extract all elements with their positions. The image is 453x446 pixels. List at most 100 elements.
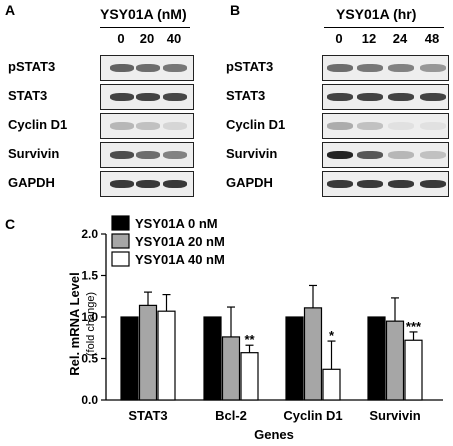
x-tick-label: Survivin [369, 408, 420, 423]
bar [203, 316, 222, 401]
blot-band [136, 180, 160, 188]
blot-band [327, 93, 353, 101]
y-tick-label: 1.5 [81, 269, 98, 283]
blot-strip [322, 142, 449, 168]
y-tick-label: 0.0 [81, 393, 98, 407]
significance-marker: *** [406, 319, 422, 334]
blot-band [420, 122, 446, 130]
condition-label: 20 [139, 31, 155, 46]
blot-band [163, 180, 187, 188]
chart-legend: YSY01A 0 nM YSY01A 20 nM YSY01A 40 nM [111, 215, 225, 267]
blot-band [110, 180, 134, 188]
panel-c-label: C [5, 216, 16, 232]
blot-band [388, 64, 414, 72]
bar [157, 310, 176, 401]
bar [322, 368, 341, 401]
blot-band [136, 122, 160, 130]
blot-band [110, 151, 134, 159]
blot-band [327, 64, 353, 72]
bar [221, 336, 241, 401]
panel-b-label: B [230, 2, 241, 18]
blot-band [327, 151, 353, 159]
blot-band [163, 64, 187, 72]
bar [385, 320, 405, 401]
condition-label: 0 [117, 31, 125, 46]
blot-row-label: Cyclin D1 [8, 117, 68, 132]
significance-marker: ** [244, 332, 255, 347]
legend-label: YSY01A 0 nM [135, 216, 218, 231]
blot-band [357, 151, 383, 159]
legend-label: YSY01A 20 nM [135, 234, 225, 249]
condition-label: 12 [361, 31, 377, 46]
blot-strip [322, 55, 449, 81]
panel-a-title: YSY01A (nM) [100, 6, 187, 22]
blot-row-label: STAT3 [8, 88, 48, 103]
x-tick-label: STAT3 [128, 408, 167, 423]
condition-label: 48 [424, 31, 440, 46]
blot-band [388, 122, 414, 130]
legend-label: YSY01A 40 nM [135, 252, 225, 267]
panel-a-title-underline [100, 27, 190, 28]
blot-band [110, 93, 134, 101]
blot-strip [100, 84, 194, 110]
blot-row-label: GAPDH [226, 175, 273, 190]
bar [138, 304, 158, 401]
condition-label: 0 [335, 31, 343, 46]
blot-band [388, 180, 414, 188]
blot-band [163, 151, 187, 159]
panel-b-title: YSY01A (hr) [336, 6, 417, 22]
blot-band [136, 64, 160, 72]
x-axis-label: Genes [254, 427, 294, 442]
x-tick-label: Bcl-2 [215, 408, 247, 423]
blot-band [327, 180, 353, 188]
blot-strip [100, 142, 194, 168]
blot-band [110, 122, 134, 130]
blot-band [136, 151, 160, 159]
bar [240, 352, 259, 401]
blot-band [388, 151, 414, 159]
panel-a-label: A [5, 2, 16, 18]
legend-swatch [111, 233, 130, 249]
blot-band [420, 180, 446, 188]
blot-band [420, 151, 446, 159]
condition-label: 24 [392, 31, 408, 46]
blot-band [110, 64, 134, 72]
blot-row-label: GAPDH [8, 175, 55, 190]
condition-label: 40 [166, 31, 182, 46]
bar [120, 316, 139, 401]
blot-strip [100, 55, 194, 81]
significance-marker: * [329, 328, 335, 343]
blot-strip [322, 113, 449, 139]
blot-band [357, 93, 383, 101]
bar [285, 316, 304, 401]
blot-band [357, 180, 383, 188]
blot-strip [322, 84, 449, 110]
y-tick-label: 0.5 [81, 352, 98, 366]
blot-row-label: pSTAT3 [8, 59, 56, 74]
panel-b-title-underline [324, 27, 444, 28]
blot-band [420, 64, 446, 72]
y-axis-label: Rel. mRNA Level [67, 272, 82, 376]
y-axis-sublabel: (fold change) [85, 292, 97, 356]
bar [404, 339, 423, 401]
blot-strip [100, 171, 194, 197]
blot-row-label: STAT3 [226, 88, 266, 103]
bar [303, 307, 323, 401]
legend-swatch [111, 251, 130, 267]
blot-band [357, 64, 383, 72]
legend-swatch [111, 215, 130, 231]
y-tick-label: 1.0 [81, 310, 98, 324]
y-tick-label: 2.0 [81, 227, 98, 241]
blot-band [327, 122, 353, 130]
blot-band [420, 93, 446, 101]
x-tick-label: Cyclin D1 [283, 408, 342, 423]
blot-row-label: pSTAT3 [226, 59, 274, 74]
blot-row-label: Survivin [8, 146, 60, 161]
blot-band [357, 122, 383, 130]
blot-strip [100, 113, 194, 139]
bar [367, 316, 386, 401]
blot-row-label: Cyclin D1 [226, 117, 286, 132]
blot-row-label: Survivin [226, 146, 278, 161]
